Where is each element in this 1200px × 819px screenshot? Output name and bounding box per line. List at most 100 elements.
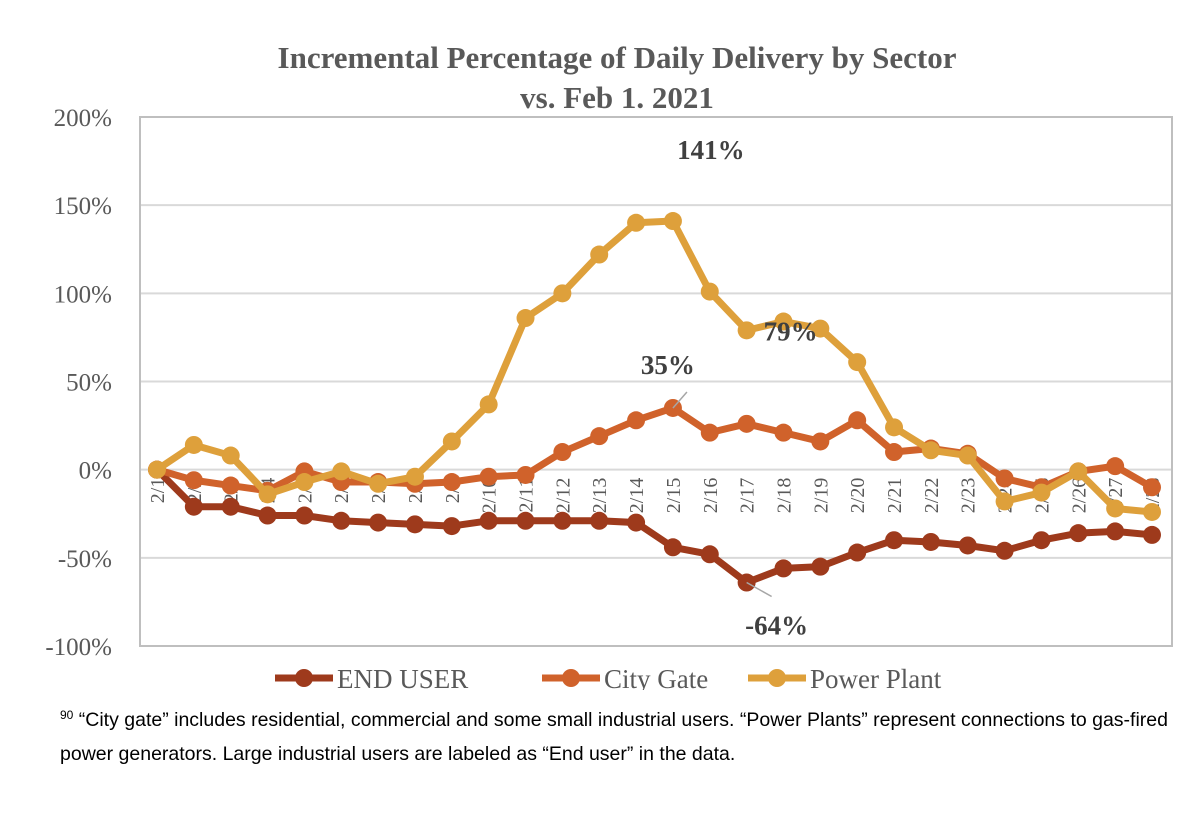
y-tick-label: 100% [54,281,112,308]
data-point [700,545,719,564]
data-point [442,517,461,536]
data-point [811,557,830,576]
data-point [479,511,498,530]
annotation-label: 79% [764,316,818,346]
y-tick-label: 50% [66,370,112,397]
data-point [811,432,830,451]
data-point [1069,462,1088,481]
data-point [995,541,1014,560]
data-point [1143,502,1161,521]
data-point [479,467,498,486]
x-tick-label: 2/17 [737,478,759,514]
data-point [1143,525,1161,544]
data-point [295,473,314,492]
data-point [332,511,351,530]
data-point [774,423,793,442]
x-tick-label: 2/1 [147,478,169,504]
data-point [405,515,424,534]
gridlines [140,204,1172,559]
x-tick-label: 2/19 [810,478,832,514]
data-point [627,411,646,430]
data-point [221,446,240,465]
data-point [442,432,461,451]
data-point [811,319,830,338]
series-line [154,467,1153,587]
data-point [553,511,572,530]
series-end-user [148,460,1161,592]
y-axis-ticks: -100% -50% 0% 50% 100% 150% 200% [45,105,112,661]
data-point [184,497,203,516]
data-point [1106,457,1125,476]
legend-item: Power Plant [748,664,942,690]
annotation-label: -64% [745,611,808,641]
annotations: 141% 79% 35% -64% [641,135,818,640]
data-point [1106,499,1125,518]
data-point [700,423,719,442]
data-point [1069,524,1088,543]
legend-label: END USER [337,664,468,690]
series-lines [148,212,1161,592]
legend-swatch-marker [562,669,580,687]
data-point [516,465,535,484]
data-point [663,538,682,557]
y-tick-label: -100% [45,634,112,661]
data-point [590,245,609,264]
x-tick-label: 2/14 [626,478,648,514]
x-tick-label: 2/12 [552,478,574,514]
x-tick-label: 2/13 [589,478,611,514]
data-point [663,212,682,231]
data-point [295,506,314,525]
data-point [516,511,535,530]
data-point [369,513,388,532]
data-point [332,462,351,481]
footnote-text: “City gate” includes residential, commer… [60,709,1168,765]
data-point [921,441,940,460]
x-tick-label: 2/16 [700,478,722,514]
annotation-leader [672,391,688,409]
data-point [1032,531,1051,550]
chart-subtitle: vs. Feb 1. 2021 [520,80,714,115]
data-point [995,469,1014,488]
legend-swatch-marker [768,669,786,687]
data-point [885,418,904,437]
data-point [627,213,646,232]
data-point [958,446,977,465]
x-tick-label: 2/15 [663,478,685,514]
data-point [553,284,572,303]
data-point [590,427,609,446]
legend-item: END USER [275,664,468,690]
data-point [995,492,1014,511]
data-point [774,559,793,578]
chart-title: Incremental Percentage of Daily Delivery… [278,40,957,75]
x-tick-label: 2/21 [884,478,906,514]
data-point [148,460,166,479]
data-point [479,395,498,414]
data-point [258,506,277,525]
series-line [155,217,1153,516]
legend-label: Power Plant [810,664,942,690]
data-point [258,485,277,504]
footnote-number: 90 [60,708,74,722]
data-point [848,543,867,562]
y-tick-label: 200% [54,105,112,132]
x-tick-label: 2/26 [1068,478,1090,514]
data-point [369,474,388,493]
data-point [737,321,756,340]
x-tick-label: 2/18 [773,478,795,514]
x-tick-label: 2/20 [847,478,869,514]
data-point [1143,478,1161,497]
data-point [442,473,461,492]
data-point [184,435,203,454]
legend-swatch-marker [295,669,313,687]
x-tick-label: 2/11 [516,478,538,513]
annotation-label: 35% [641,350,695,380]
annotation-leader [746,581,772,598]
x-tick-label: 2/23 [958,478,980,514]
data-point [700,282,719,301]
annotation-label: 141% [677,135,745,165]
y-tick-label: 150% [54,193,112,220]
data-point [958,536,977,555]
data-point [1032,483,1051,502]
footnote: 90 “City gate” includes residential, com… [60,698,1180,771]
legend: END USER City Gate Power Plant [275,664,942,690]
